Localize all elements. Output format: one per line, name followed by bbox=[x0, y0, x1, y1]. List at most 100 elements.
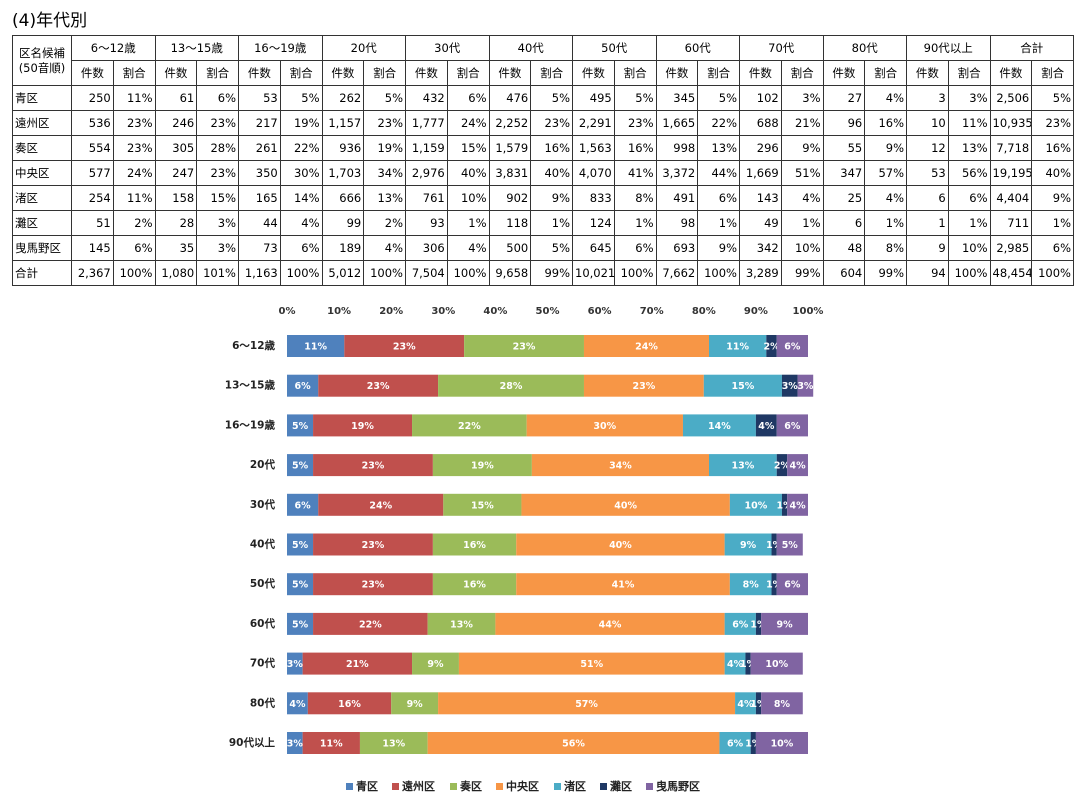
subheader: 件数 bbox=[822, 60, 866, 86]
legend-swatch bbox=[346, 783, 353, 790]
cell: 30% bbox=[279, 160, 323, 186]
group-header: 30代 bbox=[405, 35, 490, 61]
data-label: 4% bbox=[737, 699, 754, 710]
bar-segment bbox=[427, 612, 496, 635]
cell: 11% bbox=[112, 185, 156, 211]
group-header: 13〜15歳 bbox=[154, 35, 239, 61]
cell: 5% bbox=[1031, 85, 1074, 111]
cell: 2,976 bbox=[405, 160, 448, 186]
cell: 350 bbox=[238, 160, 281, 186]
cell: 4% bbox=[864, 185, 907, 211]
cell: 1,777 bbox=[405, 110, 448, 136]
bar-segment bbox=[755, 414, 777, 437]
data-label: 10% bbox=[771, 739, 794, 750]
cell: 22% bbox=[279, 135, 323, 161]
subheader: 割合 bbox=[446, 60, 490, 86]
subheader: 割合 bbox=[363, 60, 406, 86]
bar-segment bbox=[427, 732, 720, 754]
data-label: 23% bbox=[513, 342, 536, 353]
bar-segment bbox=[464, 335, 584, 357]
cell: 688 bbox=[739, 110, 782, 136]
group-header: 70代 bbox=[739, 35, 824, 61]
cell: 23% bbox=[112, 110, 156, 136]
cell: 4% bbox=[279, 210, 323, 236]
bar-segment bbox=[729, 493, 782, 516]
cell: 306 bbox=[405, 235, 448, 261]
cell: 10,021 bbox=[572, 260, 615, 286]
cell: 305 bbox=[154, 135, 198, 161]
data-label: 1% bbox=[776, 500, 793, 511]
subheader: 割合 bbox=[780, 60, 824, 86]
bar-segment bbox=[432, 573, 517, 596]
cell: 16% bbox=[530, 135, 573, 161]
bar-segment bbox=[755, 732, 808, 754]
bar-segment bbox=[313, 612, 428, 635]
legend-swatch bbox=[554, 783, 561, 790]
cell: 432 bbox=[405, 85, 448, 111]
data-label: 34% bbox=[609, 461, 632, 472]
data-label: 3% bbox=[797, 381, 814, 392]
cell: 5,012 bbox=[321, 260, 365, 286]
cell: 19% bbox=[279, 110, 323, 136]
cell: 23% bbox=[613, 110, 657, 136]
cell: 13% bbox=[363, 185, 406, 211]
bar-segment bbox=[682, 414, 756, 437]
data-label: 5% bbox=[292, 421, 309, 432]
data-label: 6% bbox=[295, 500, 312, 511]
bar-segment bbox=[719, 732, 751, 754]
cell: 5% bbox=[530, 235, 573, 261]
cell: 124 bbox=[572, 210, 615, 236]
cell: 3,289 bbox=[739, 260, 782, 286]
cell: 1,703 bbox=[321, 160, 365, 186]
bar-segment bbox=[287, 414, 314, 437]
subheader: 件数 bbox=[655, 60, 699, 86]
subheader: 件数 bbox=[488, 60, 532, 86]
subheader: 件数 bbox=[906, 60, 949, 86]
cell: 645 bbox=[572, 235, 615, 261]
data-label: 6% bbox=[784, 342, 801, 353]
legend-label: 渚区 bbox=[564, 779, 586, 793]
cell: 342 bbox=[739, 235, 782, 261]
cell: 347 bbox=[822, 160, 866, 186]
bar-segment bbox=[583, 335, 710, 357]
x-tick-label: 100% bbox=[793, 306, 824, 317]
cell: 1% bbox=[613, 210, 657, 236]
cell: 1,080 bbox=[154, 260, 198, 286]
bar-segment bbox=[412, 414, 527, 437]
bar-segment bbox=[495, 612, 725, 635]
cell: 25 bbox=[822, 185, 866, 211]
bar-segment bbox=[287, 493, 319, 516]
bar-segment bbox=[302, 732, 360, 754]
data-row: 中央区 577 24% 247 23% 350 30% 1,703 34% 2,976 40% 3,8… bbox=[12, 160, 1074, 186]
cell: 14% bbox=[279, 185, 323, 211]
cell: 40% bbox=[446, 160, 490, 186]
data-table: 区名候補 (50音順) 6〜12歳 13〜15歳 16〜19歳 20代 30代 40代 50代 6… bbox=[12, 35, 1074, 286]
row-name: 遠州区 bbox=[12, 110, 72, 136]
data-label: 30% bbox=[593, 421, 616, 432]
bar-segment bbox=[458, 652, 725, 675]
legend-swatch bbox=[392, 783, 399, 790]
data-label: 41% bbox=[612, 580, 635, 591]
data-label: 6% bbox=[727, 739, 744, 750]
cell: 254 bbox=[71, 185, 114, 211]
cell: 22% bbox=[697, 110, 740, 136]
bar-segment bbox=[287, 692, 308, 715]
cell: 217 bbox=[238, 110, 281, 136]
cell: 6% bbox=[279, 235, 323, 261]
data-label: 21% bbox=[346, 659, 369, 670]
legend-label: 中央区 bbox=[506, 779, 539, 793]
bar-segment bbox=[787, 454, 808, 477]
cell: 9% bbox=[530, 185, 573, 211]
data-label: 13% bbox=[732, 461, 755, 472]
cell: 100% bbox=[446, 260, 490, 286]
cell: 296 bbox=[739, 135, 782, 161]
cell: 1,665 bbox=[655, 110, 699, 136]
data-label: 1% bbox=[750, 619, 767, 630]
row-name: 渚区 bbox=[12, 185, 72, 211]
cell: 23% bbox=[112, 135, 156, 161]
cell: 495 bbox=[572, 85, 615, 111]
x-tick-label: 40% bbox=[483, 306, 507, 317]
cell: 49 bbox=[739, 210, 782, 236]
data-label: 40% bbox=[614, 500, 637, 511]
cell: 41% bbox=[613, 160, 657, 186]
